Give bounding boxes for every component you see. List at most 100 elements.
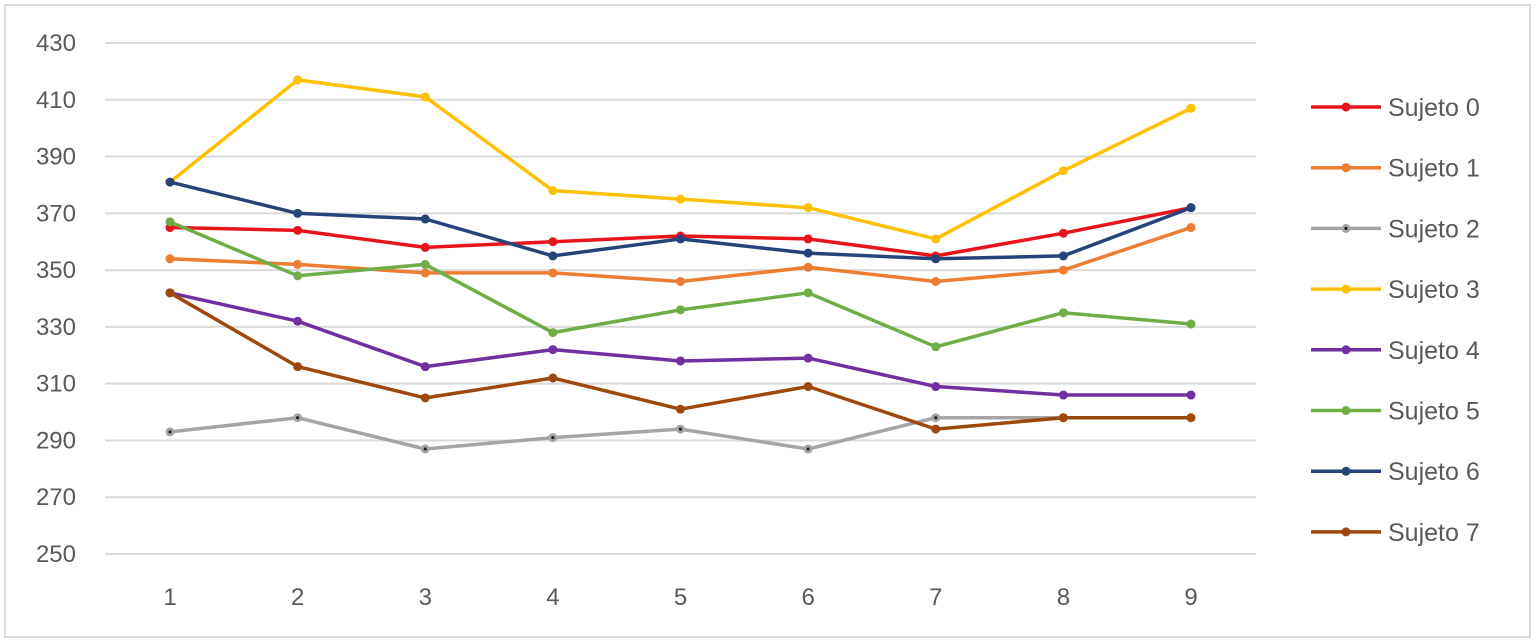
x-tick-label: 5 [674, 584, 687, 611]
y-tick-label: 250 [36, 541, 76, 568]
data-point [420, 92, 430, 102]
legend-label: Sujeto 3 [1388, 276, 1480, 304]
data-point [420, 259, 430, 269]
data-point-center [806, 447, 810, 451]
legend-label: Sujeto 7 [1388, 519, 1480, 547]
series-sujeto-5 [165, 217, 1196, 352]
x-tick-label: 4 [546, 584, 559, 611]
legend-swatch-marker [1341, 345, 1351, 355]
data-point [293, 271, 303, 281]
x-tick-label: 8 [1057, 584, 1070, 611]
data-point [1058, 390, 1068, 400]
data-point [420, 268, 430, 278]
legend-label: Sujeto 5 [1388, 398, 1480, 426]
legend-swatch-marker [1341, 466, 1351, 476]
data-point-center [678, 427, 683, 431]
data-point [548, 328, 558, 338]
data-point [676, 194, 685, 204]
data-point [548, 373, 558, 383]
legend-swatch-marker [1341, 527, 1351, 537]
data-point [165, 217, 175, 227]
data-point [676, 234, 685, 244]
data-point [548, 237, 558, 247]
data-point [803, 262, 813, 272]
data-point [676, 276, 685, 286]
y-axis-ticks: 250 270 290 310 330 350 370 390 410 430 [36, 30, 76, 568]
legend-entry: Sujeto 7 [1311, 519, 1480, 547]
y-tick-label: 310 [36, 371, 76, 398]
data-point [931, 276, 941, 286]
data-point [676, 305, 685, 315]
legend-label: Sujeto 0 [1388, 94, 1480, 122]
legend-entry: Sujeto 3 [1311, 276, 1480, 304]
x-tick-label: 2 [291, 584, 304, 611]
y-tick-label: 350 [36, 257, 76, 284]
data-point-center [551, 436, 555, 440]
legend-entry: Sujeto 6 [1311, 458, 1480, 486]
x-tick-label: 9 [1184, 584, 1197, 611]
data-point [1058, 265, 1068, 275]
data-point [1058, 308, 1068, 318]
data-point [1186, 103, 1196, 113]
legend-entry: Sujeto 1 [1311, 155, 1480, 183]
data-point [293, 316, 303, 326]
data-point [548, 345, 558, 355]
legend-label: Sujeto 4 [1388, 337, 1480, 365]
data-point [1186, 390, 1196, 400]
data-point-center [168, 430, 172, 434]
data-point [1186, 413, 1196, 423]
data-point [803, 234, 813, 244]
grid-lines [105, 42, 1256, 555]
series-lines [165, 75, 1196, 454]
data-point [1186, 203, 1196, 213]
data-point [293, 225, 303, 235]
y-tick-label: 390 [36, 144, 76, 171]
data-point [1186, 223, 1196, 233]
data-point [420, 362, 430, 372]
data-point [165, 177, 175, 187]
legend-swatch-marker [1341, 406, 1351, 415]
legend-entry: Sujeto 5 [1311, 398, 1480, 426]
legend-entry: Sujeto 4 [1311, 337, 1480, 365]
data-point [803, 382, 813, 392]
data-point [420, 242, 430, 252]
data-point [548, 186, 558, 196]
data-point [931, 424, 941, 434]
data-point [676, 356, 685, 366]
data-point [293, 208, 303, 218]
legend-label: Sujeto 1 [1388, 155, 1480, 183]
data-point [803, 248, 813, 258]
data-point-center [296, 416, 300, 420]
data-point-center [423, 447, 427, 451]
data-point [420, 214, 430, 224]
y-tick-label: 410 [36, 87, 76, 114]
x-axis-ticks: 1 2 3 4 5 6 7 8 9 [163, 584, 1197, 611]
data-point-center [934, 416, 938, 420]
y-tick-label: 370 [36, 200, 76, 227]
data-point [293, 362, 303, 372]
series-sujeto-1 [165, 223, 1196, 286]
data-point [931, 234, 941, 244]
data-point [1058, 166, 1068, 176]
data-point [931, 342, 941, 352]
legend-swatch-marker [1341, 284, 1351, 294]
data-point [931, 382, 941, 392]
data-point [1058, 413, 1068, 423]
y-tick-label: 430 [36, 30, 76, 57]
series-sujeto-2 [165, 413, 1196, 454]
legend-swatch-marker [1341, 102, 1351, 112]
y-tick-label: 290 [36, 427, 76, 454]
x-tick-label: 1 [163, 584, 176, 611]
data-point [165, 288, 175, 298]
data-point [1058, 251, 1068, 261]
series-line [168, 180, 1193, 261]
data-point [420, 393, 430, 403]
legend-entry: Sujeto 2 [1311, 215, 1480, 243]
data-point [931, 254, 941, 264]
data-point [803, 353, 813, 363]
x-tick-label: 7 [929, 584, 942, 611]
series-sujeto-6 [165, 177, 1196, 264]
data-point [548, 251, 558, 261]
data-point [293, 259, 303, 269]
